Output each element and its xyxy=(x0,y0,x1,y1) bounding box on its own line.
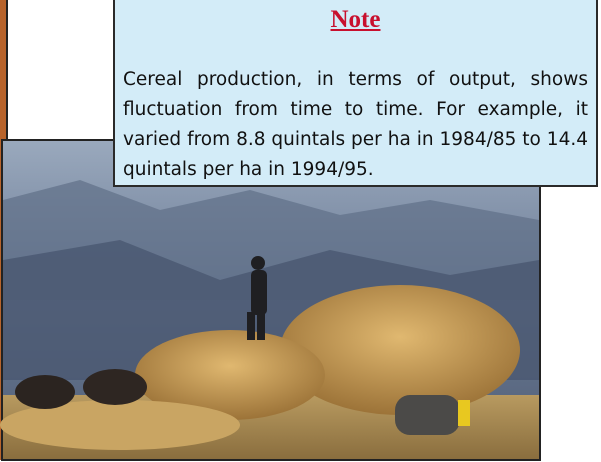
note-box: Note Cereal production, in terms of outp… xyxy=(113,0,598,187)
cattle xyxy=(15,375,75,409)
person-leg xyxy=(247,312,255,340)
note-body: Cereal production, in terms of output, s… xyxy=(123,65,588,185)
note-title: Note xyxy=(115,6,596,34)
rock xyxy=(395,395,460,435)
haystack xyxy=(280,285,520,415)
container xyxy=(458,400,470,426)
person xyxy=(251,270,267,315)
cattle xyxy=(83,369,147,405)
person-leg xyxy=(257,312,265,340)
page: Note Cereal production, in terms of outp… xyxy=(0,0,601,462)
person-head xyxy=(251,256,265,270)
